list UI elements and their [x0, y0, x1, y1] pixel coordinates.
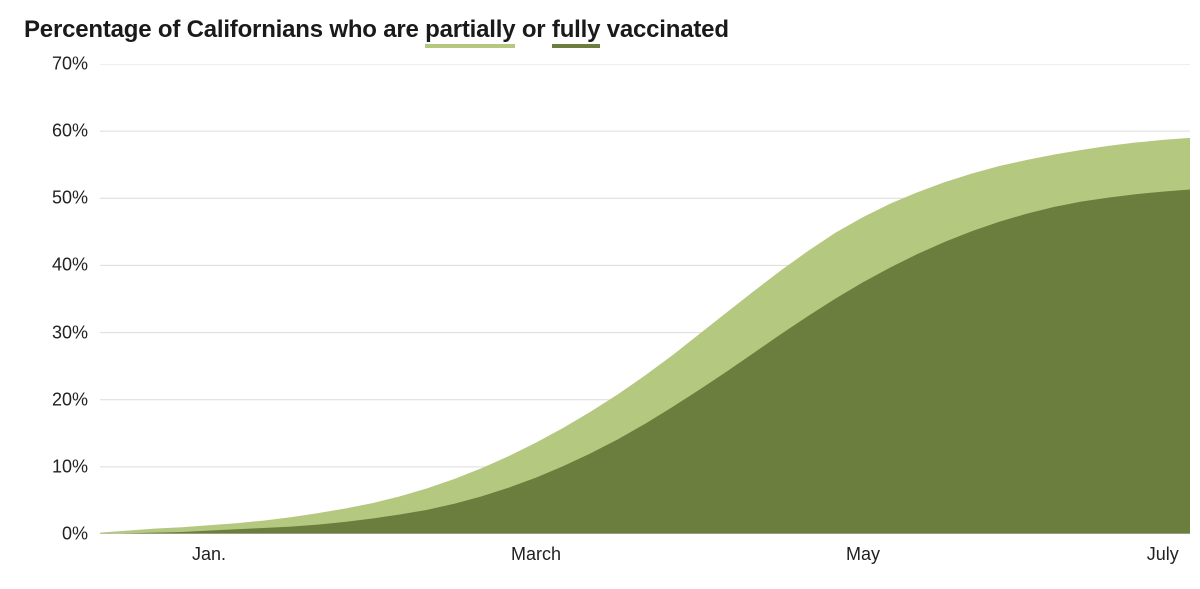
- plot-area: [100, 64, 1190, 534]
- y-axis-label: 0%: [62, 524, 88, 545]
- y-axis-label: 60%: [52, 121, 88, 142]
- x-axis-label: Jan.: [192, 544, 226, 565]
- y-axis-label: 70%: [52, 54, 88, 75]
- y-axis-label: 30%: [52, 322, 88, 343]
- y-axis-label: 50%: [52, 188, 88, 209]
- title-keyword-fully: fully: [552, 16, 600, 48]
- y-axis-label: 20%: [52, 389, 88, 410]
- title-suffix: vaccinated: [600, 16, 729, 43]
- x-axis-label: July: [1147, 544, 1179, 565]
- y-axis-label: 40%: [52, 255, 88, 276]
- area-chart-svg: [100, 64, 1190, 534]
- title-prefix: Percentage of Californians who are: [24, 16, 425, 43]
- x-axis-label: March: [511, 544, 561, 565]
- title-sep: or: [515, 16, 552, 43]
- chart-title: Percentage of Californians who are parti…: [24, 16, 729, 44]
- title-keyword-partially: partially: [425, 16, 515, 48]
- chart-container: Percentage of Californians who are parti…: [0, 0, 1200, 589]
- y-axis-label: 10%: [52, 456, 88, 477]
- series-fully: [100, 190, 1190, 534]
- x-axis-label: May: [846, 544, 880, 565]
